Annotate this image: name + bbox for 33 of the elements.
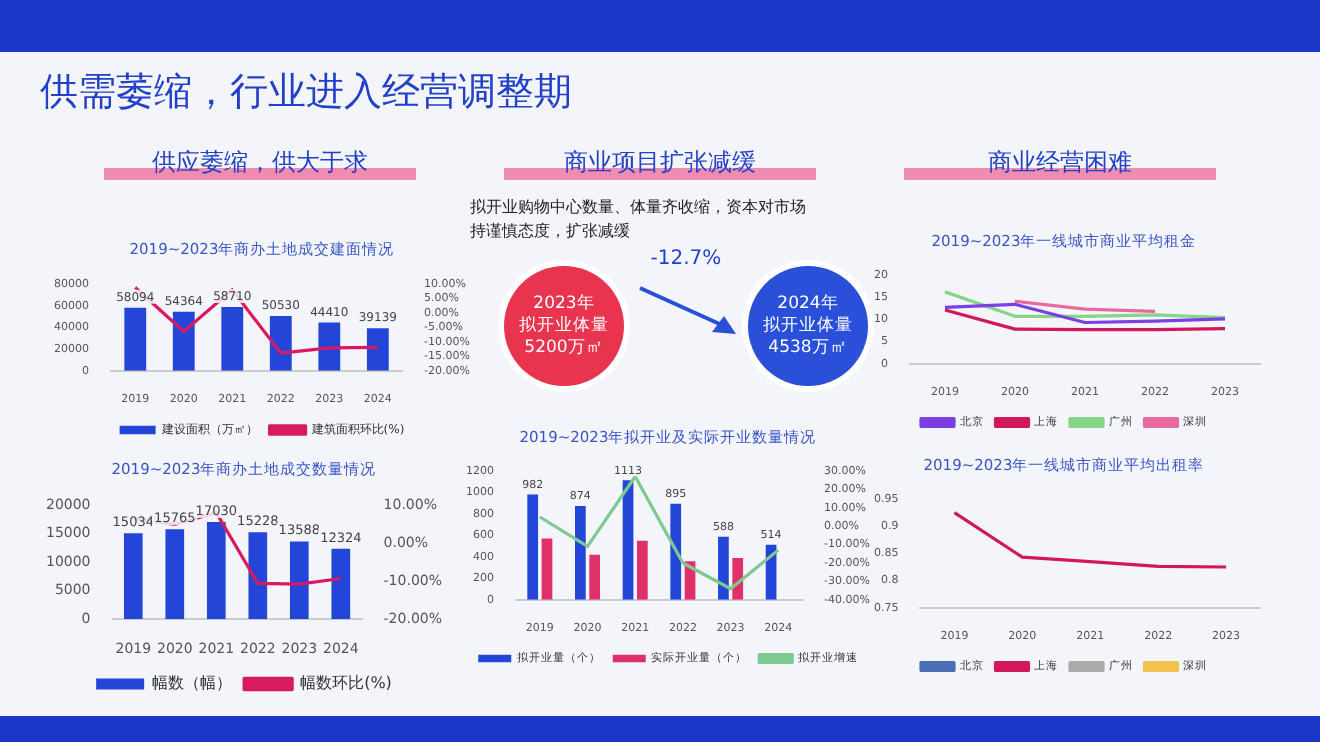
bar bbox=[541, 538, 553, 600]
bar bbox=[589, 554, 601, 600]
bar bbox=[124, 307, 147, 371]
bar bbox=[575, 505, 586, 600]
bar bbox=[172, 311, 195, 371]
legend-label: 幅数环比(%) bbox=[300, 674, 392, 693]
bar bbox=[248, 532, 268, 620]
text: 商业项目扩张减缓 bbox=[562, 146, 758, 180]
text: 4538万㎡ bbox=[766, 338, 850, 358]
bar bbox=[206, 521, 226, 620]
bar bbox=[331, 548, 351, 620]
bar bbox=[527, 494, 539, 600]
bar bbox=[123, 533, 143, 620]
legend-label: 幅数（幅） bbox=[152, 674, 233, 693]
text: 2024年 bbox=[775, 294, 841, 314]
bar bbox=[670, 503, 682, 600]
bar bbox=[318, 322, 341, 371]
bar bbox=[289, 541, 309, 620]
bar bbox=[269, 315, 292, 371]
text: 2023年 bbox=[531, 294, 597, 314]
bar bbox=[366, 328, 389, 371]
text: 拟开业体量 bbox=[517, 316, 611, 336]
text: 拟开业体量 bbox=[761, 316, 855, 336]
bar bbox=[718, 536, 729, 600]
text: 供需萎缩，行业进入经营调整期 bbox=[40, 68, 572, 118]
bar bbox=[636, 540, 648, 600]
bar bbox=[221, 307, 244, 371]
text: 拟开业购物中心数量、体量齐收缩，资本对市场持谨慎态度，扩张减缓 bbox=[470, 196, 808, 244]
text: -12.7% bbox=[648, 248, 724, 270]
text: 供应萎缩，供大于求 bbox=[150, 146, 370, 180]
text: 商业经营困难 bbox=[986, 146, 1134, 180]
text: 5200万㎡ bbox=[522, 338, 606, 358]
bar bbox=[165, 529, 185, 620]
